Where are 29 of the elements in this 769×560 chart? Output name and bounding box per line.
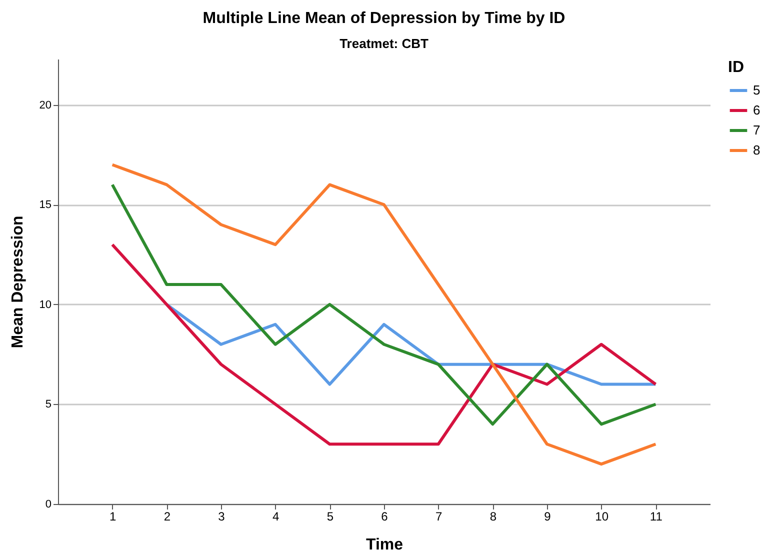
x-tick-label: 3 (218, 510, 226, 524)
legend-label: 5 (753, 82, 760, 98)
y-tick-label: 15 (39, 199, 52, 212)
x-tick-label: 11 (650, 510, 663, 524)
line-series (110, 183, 658, 426)
x-tick-label: 9 (544, 510, 552, 524)
y-tick-label: 5 (45, 398, 52, 411)
legend-label: 8 (753, 142, 760, 158)
x-tick-label: 5 (326, 510, 334, 524)
chart-title: Multiple Line Mean of Depression by Time by ID (202, 10, 566, 27)
legend-label: 7 (753, 122, 760, 138)
y-tick-label: 0 (45, 498, 52, 510)
x-tick-label: 10 (595, 510, 609, 524)
line-series (110, 163, 658, 466)
y-axis-title: Mean Depression (9, 216, 26, 348)
x-tick-label: 4 (272, 510, 280, 524)
x-tick-label: 6 (381, 510, 388, 524)
line-series (110, 243, 658, 446)
x-axis-title: Time (366, 536, 404, 554)
x-tick-label: 7 (435, 510, 442, 524)
legend-label: 6 (753, 102, 760, 118)
y-tick-label: 10 (39, 298, 52, 311)
x-tick-label: 1 (109, 510, 116, 524)
x-tick-label: 8 (490, 510, 497, 524)
x-tick-label: 2 (164, 510, 171, 524)
line-series (165, 302, 658, 386)
legend-title: ID (728, 59, 744, 76)
chart-subtitle: Treatmet: CBT (340, 36, 428, 51)
y-tick-label: 20 (39, 99, 52, 112)
